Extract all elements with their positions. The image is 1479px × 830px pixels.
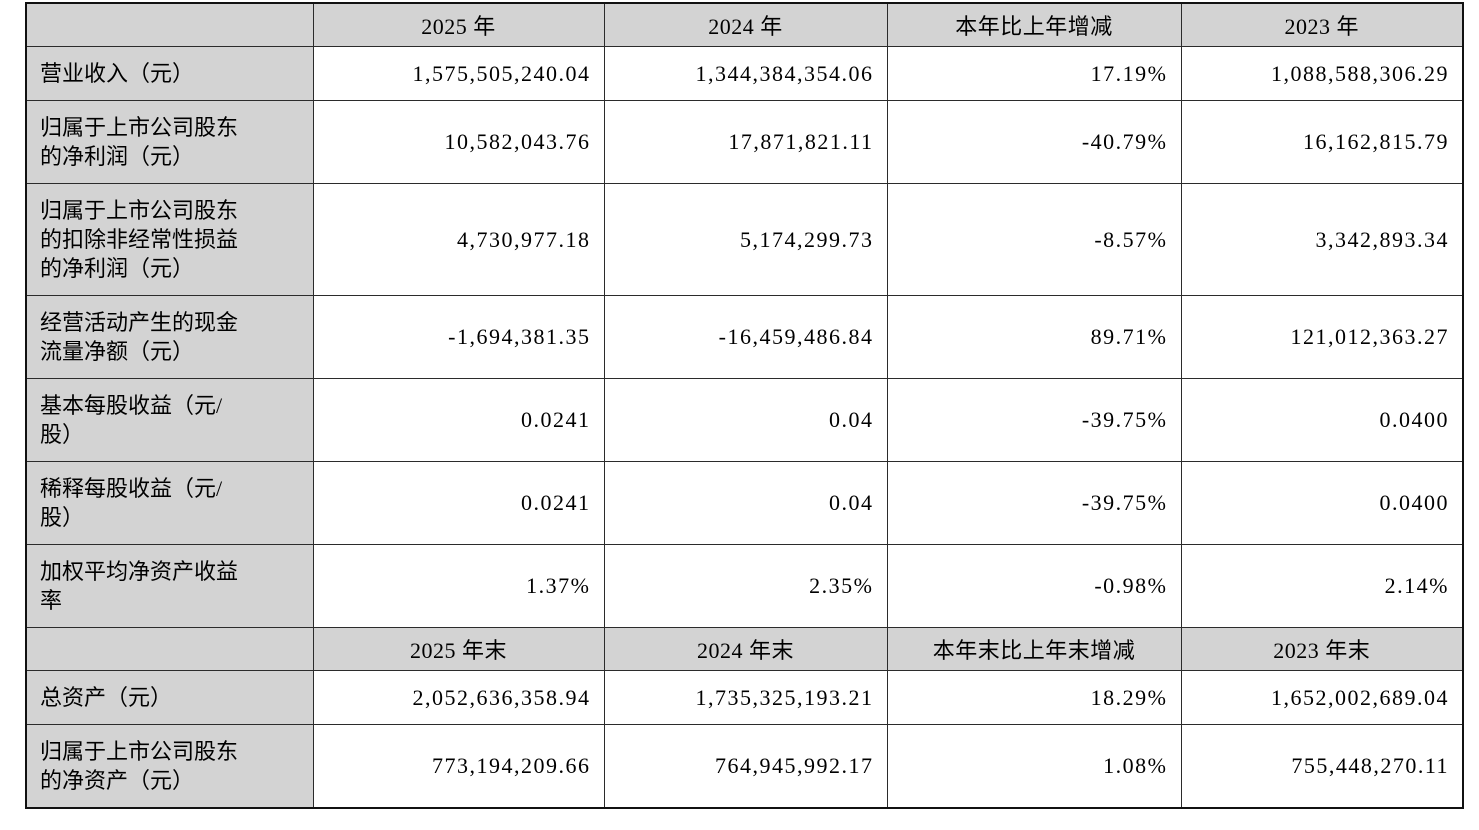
annual-header-row: 2025 年 2024 年 本年比上年增减 2023 年 — [25, 2, 1464, 47]
cell-total-assets-change: 18.29% — [886, 669, 1182, 725]
cell-weighted-avg-roe-change: -0.98% — [886, 543, 1182, 628]
cell-operating-cash-flow-change: 89.71% — [886, 294, 1182, 379]
column-header-yoy-change: 本年比上年增减 — [886, 2, 1182, 47]
cell-deducted-net-profit-2025: 4,730,977.18 — [312, 182, 605, 296]
column-header-2024-end: 2024 年末 — [603, 626, 888, 671]
row-label-diluted-eps: 稀释每股收益（元/股） — [25, 460, 314, 545]
row-label-net-profit: 归属于上市公司股东的净利润（元） — [25, 99, 314, 184]
cell-operating-cash-flow-2023: 121,012,363.27 — [1180, 294, 1464, 379]
table-row-weighted-avg-roe: 加权平均净资产收益率 1.37% 2.35% -0.98% 2.14% — [25, 543, 1464, 628]
cell-diluted-eps-2023: 0.0400 — [1180, 460, 1464, 545]
cell-diluted-eps-2025: 0.0241 — [312, 460, 605, 545]
column-header-year-end-change: 本年末比上年末增减 — [886, 626, 1182, 671]
row-label-net-assets: 归属于上市公司股东的净资产（元） — [25, 723, 314, 808]
cell-basic-eps-2024: 0.04 — [603, 377, 888, 462]
corner-cell-2 — [25, 626, 314, 671]
table-row-net-profit: 归属于上市公司股东的净利润（元） 10,582,043.76 17,871,82… — [25, 99, 1464, 184]
cell-net-assets-2025: 773,194,209.66 — [312, 723, 605, 808]
table-row-operating-cash-flow: 经营活动产生的现金流量净额（元） -1,694,381.35 -16,459,4… — [25, 294, 1464, 379]
cell-revenue-change: 17.19% — [886, 45, 1182, 101]
table-row-basic-eps: 基本每股收益（元/股） 0.0241 0.04 -39.75% 0.0400 — [25, 377, 1464, 462]
cell-deducted-net-profit-2023: 3,342,893.34 — [1180, 182, 1464, 296]
row-label-total-assets: 总资产（元） — [25, 669, 314, 725]
row-label-operating-cash-flow: 经营活动产生的现金流量净额（元） — [25, 294, 314, 379]
financial-summary-table: 2025 年 2024 年 本年比上年增减 2023 年 营业收入（元） 1,5… — [25, 2, 1464, 809]
row-label-revenue: 营业收入（元） — [25, 45, 314, 101]
cell-total-assets-2024: 1,735,325,193.21 — [603, 669, 888, 725]
cell-deducted-net-profit-2024: 5,174,299.73 — [603, 182, 888, 296]
cell-basic-eps-change: -39.75% — [886, 377, 1182, 462]
cell-revenue-2025: 1,575,505,240.04 — [312, 45, 605, 101]
corner-cell — [25, 2, 314, 47]
row-label-deducted-net-profit: 归属于上市公司股东的扣除非经常性损益的净利润（元） — [25, 182, 314, 296]
cell-revenue-2023: 1,088,588,306.29 — [1180, 45, 1464, 101]
cell-net-profit-2024: 17,871,821.11 — [603, 99, 888, 184]
cell-operating-cash-flow-2025: -1,694,381.35 — [312, 294, 605, 379]
cell-weighted-avg-roe-2024: 2.35% — [603, 543, 888, 628]
column-header-2025-end: 2025 年末 — [312, 626, 605, 671]
row-label-basic-eps: 基本每股收益（元/股） — [25, 377, 314, 462]
row-label-weighted-avg-roe: 加权平均净资产收益率 — [25, 543, 314, 628]
cell-net-assets-change: 1.08% — [886, 723, 1182, 808]
table-row-diluted-eps: 稀释每股收益（元/股） 0.0241 0.04 -39.75% 0.0400 — [25, 460, 1464, 545]
cell-net-assets-2023: 755,448,270.11 — [1180, 723, 1464, 808]
column-header-2024: 2024 年 — [603, 2, 888, 47]
table-row-deducted-net-profit: 归属于上市公司股东的扣除非经常性损益的净利润（元） 4,730,977.18 5… — [25, 182, 1464, 296]
cell-net-profit-change: -40.79% — [886, 99, 1182, 184]
cell-deducted-net-profit-change: -8.57% — [886, 182, 1182, 296]
cell-diluted-eps-2024: 0.04 — [603, 460, 888, 545]
cell-operating-cash-flow-2024: -16,459,486.84 — [603, 294, 888, 379]
cell-weighted-avg-roe-2023: 2.14% — [1180, 543, 1464, 628]
cell-net-profit-2025: 10,582,043.76 — [312, 99, 605, 184]
table-row-net-assets: 归属于上市公司股东的净资产（元） 773,194,209.66 764,945,… — [25, 723, 1464, 808]
column-header-2023-end: 2023 年末 — [1180, 626, 1464, 671]
cell-weighted-avg-roe-2025: 1.37% — [312, 543, 605, 628]
cell-net-profit-2023: 16,162,815.79 — [1180, 99, 1464, 184]
cell-total-assets-2025: 2,052,636,358.94 — [312, 669, 605, 725]
cell-net-assets-2024: 764,945,992.17 — [603, 723, 888, 808]
year-end-header-row: 2025 年末 2024 年末 本年末比上年末增减 2023 年末 — [25, 626, 1464, 671]
cell-revenue-2024: 1,344,384,354.06 — [603, 45, 888, 101]
table-row-total-assets: 总资产（元） 2,052,636,358.94 1,735,325,193.21… — [25, 669, 1464, 725]
cell-basic-eps-2025: 0.0241 — [312, 377, 605, 462]
column-header-2025: 2025 年 — [312, 2, 605, 47]
cell-basic-eps-2023: 0.0400 — [1180, 377, 1464, 462]
table-row-revenue: 营业收入（元） 1,575,505,240.04 1,344,384,354.0… — [25, 45, 1464, 101]
column-header-2023: 2023 年 — [1180, 2, 1464, 47]
cell-total-assets-2023: 1,652,002,689.04 — [1180, 669, 1464, 725]
cell-diluted-eps-change: -39.75% — [886, 460, 1182, 545]
